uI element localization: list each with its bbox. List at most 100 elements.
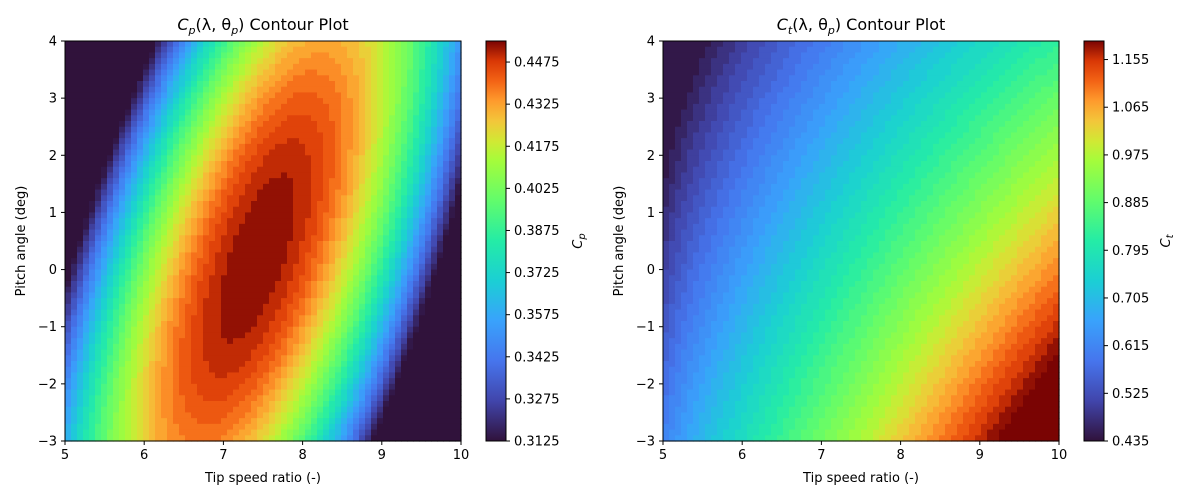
- cp-heatmap-cell: [383, 52, 390, 59]
- cp-heatmap-cell: [407, 406, 414, 414]
- cp-heatmap-cell: [275, 195, 282, 202]
- cp-heatmap-cell: [377, 46, 384, 54]
- cp-heatmap-cell: [125, 315, 132, 322]
- cp-heatmap-cell: [83, 92, 90, 99]
- cp-heatmap-cell: [293, 201, 300, 208]
- cp-heatmap-cell: [437, 149, 444, 156]
- cp-heatmap-cell: [341, 315, 348, 322]
- cp-heatmap-cell: [83, 361, 90, 368]
- cp-heatmap-cell: [365, 406, 372, 414]
- cp-heatmap-cell: [95, 429, 102, 436]
- cp-heatmap-cell: [365, 189, 372, 196]
- cp-heatmap-cell: [221, 206, 228, 214]
- cp-heatmap-cell: [191, 235, 198, 242]
- cp-heatmap-cell: [101, 172, 108, 179]
- cp-heatmap-cell: [227, 269, 234, 276]
- cp-heatmap-cell: [65, 98, 72, 105]
- cp-heatmap-cell: [389, 418, 396, 425]
- cp-heatmap-cell: [371, 212, 378, 219]
- cp-heatmap-cell: [395, 412, 402, 419]
- cp-heatmap-cell: [413, 161, 420, 168]
- cp-heatmap-cell: [251, 326, 258, 334]
- cp-heatmap-cell: [263, 63, 270, 71]
- cp-heatmap-cell: [191, 281, 198, 288]
- ct-heatmap-cell: [687, 132, 694, 139]
- cp-heatmap-cell: [83, 52, 90, 59]
- cp-heatmap-cell: [425, 429, 432, 436]
- cp-heatmap-cell: [245, 241, 252, 248]
- cp-heatmap-cell: [419, 189, 426, 196]
- cp-heatmap-cell: [377, 178, 384, 185]
- cp-heatmap-cell: [419, 75, 426, 82]
- cp-heatmap-cell: [227, 143, 234, 151]
- cp-heatmap-cell: [419, 138, 426, 145]
- cp-heatmap-cell: [203, 321, 210, 328]
- cp-heatmap-cell: [401, 58, 408, 65]
- ct-heatmap-cell: [687, 81, 694, 88]
- cp-heatmap-cell: [179, 372, 186, 379]
- cp-heatmap-cell: [83, 109, 90, 116]
- cp-heatmap-cell: [443, 435, 450, 442]
- cp-heatmap-cell: [107, 92, 114, 99]
- cp-heatmap-cell: [419, 126, 426, 134]
- cp-heatmap-cell: [245, 178, 252, 185]
- cp-heatmap-cell: [305, 229, 312, 236]
- cp-heatmap-cell: [299, 172, 306, 179]
- cp-heatmap-cell: [137, 263, 144, 271]
- cp-heatmap-cell: [191, 275, 198, 282]
- ct-heatmap-cell: [663, 86, 670, 94]
- cp-heatmap-cell: [299, 63, 306, 71]
- cp-x-axis: 5 6 7 8 9 10: [61, 441, 469, 463]
- cp-heatmap-cell: [287, 149, 294, 156]
- cp-heatmap-cell: [149, 172, 156, 179]
- cp-heatmap-cell: [455, 149, 462, 156]
- cp-heatmap-cell: [179, 52, 186, 59]
- cp-heatmap-cell: [341, 63, 348, 71]
- cp-heatmap-cell: [245, 326, 252, 334]
- cp-heatmap-cell: [263, 366, 270, 374]
- cp-heatmap-cell: [299, 115, 306, 122]
- cp-heatmap-cell: [113, 378, 120, 385]
- cp-heatmap-cell: [443, 349, 450, 356]
- ct-heatmap-cell: [669, 109, 676, 116]
- cp-heatmap-cell: [167, 109, 174, 116]
- cp-heatmap-cell: [431, 349, 438, 356]
- cp-heatmap-cell: [155, 81, 162, 88]
- cp-heatmap-cell: [113, 389, 120, 396]
- cp-heatmap-cell: [197, 121, 204, 128]
- cp-heatmap-cell: [65, 321, 72, 328]
- cp-heatmap-cell: [269, 315, 276, 322]
- cp-heatmap-cell: [185, 395, 192, 402]
- cp-heatmap-cell: [353, 298, 360, 305]
- cp-heatmap-cell: [389, 229, 396, 236]
- cp-heatmap-cell: [347, 326, 354, 334]
- cp-heatmap-cell: [185, 418, 192, 425]
- cp-heatmap-cell: [275, 332, 282, 339]
- cp-heatmap-cell: [107, 292, 114, 299]
- cp-heatmap-cell: [341, 75, 348, 82]
- cp-heatmap-cell: [311, 86, 318, 94]
- cp-heatmap-cell: [125, 258, 132, 265]
- cp-heatmap-cell: [317, 286, 324, 294]
- cp-heatmap-cell: [359, 395, 366, 402]
- cp-chart: Cp(λ, θp) Contour Plot 5 6 7 8 9 10 −3−2−1012…: [14, 15, 588, 486]
- cp-heatmap-cell: [419, 52, 426, 59]
- cp-heatmap-cell: [275, 178, 282, 185]
- cp-heatmap-cell: [455, 235, 462, 242]
- cp-heatmap-cell: [197, 241, 204, 248]
- cp-heatmap-cell: [233, 241, 240, 248]
- cp-heatmap-cell: [263, 69, 270, 76]
- ct-heatmap-cell: [669, 383, 676, 391]
- cp-heatmap-cell: [149, 252, 156, 259]
- ct-heatmap-cell: [663, 395, 670, 402]
- cp-heatmap-cell: [341, 326, 348, 334]
- ct-heatmap-cell: [681, 92, 688, 99]
- cp-heatmap-cell: [413, 378, 420, 385]
- cp-heatmap-cell: [317, 241, 324, 248]
- cp-heatmap-cell: [395, 258, 402, 265]
- cp-colorbar: [485, 40, 507, 442]
- cp-heatmap-cell: [401, 412, 408, 419]
- cp-heatmap-cell: [71, 412, 78, 419]
- cp-heatmap-cell: [329, 435, 336, 442]
- cp-heatmap-cell: [275, 263, 282, 271]
